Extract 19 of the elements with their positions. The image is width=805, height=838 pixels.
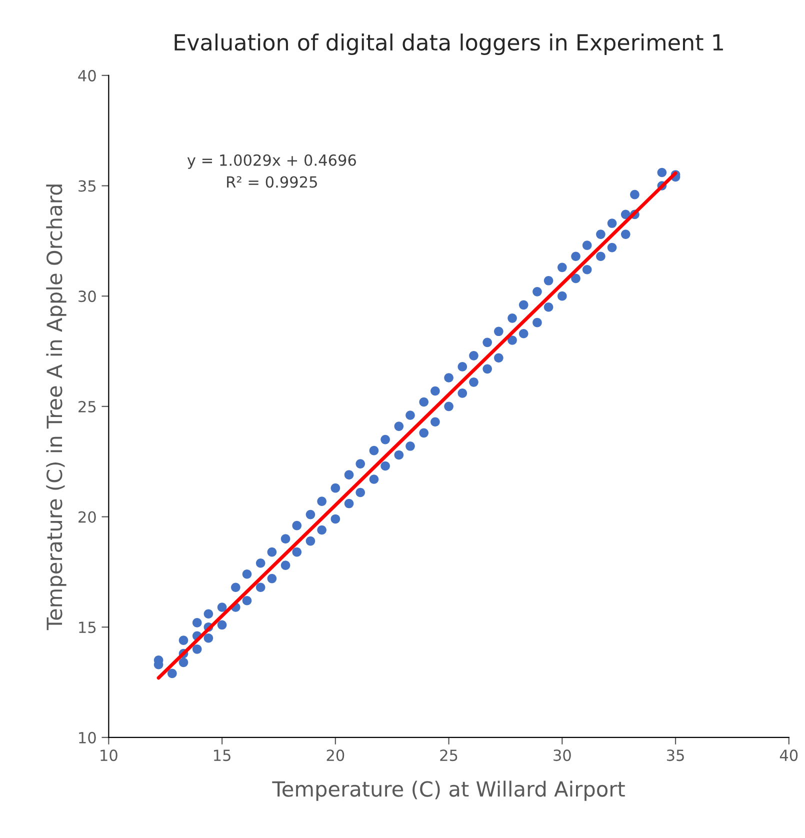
y-axis-title: Temperature (C) in Tree A in Apple Orchard — [46, 184, 66, 630]
x-tick-label: 10 — [100, 750, 118, 762]
annotation: y = 1.0029x + 0.4696 — [187, 154, 356, 169]
x-tick-label: 35 — [666, 750, 684, 762]
y-tick-label: 25 — [78, 400, 96, 412]
y-tick-label: 35 — [78, 180, 96, 192]
y-tick-label: 15 — [79, 622, 96, 634]
y-tick-label: 30 — [78, 290, 96, 302]
y-tick-label: 20 — [78, 511, 96, 523]
y-tick-label: 40 — [78, 70, 96, 82]
annotation: R² = 0.9925 — [227, 176, 317, 188]
y-tick-label: 10 — [79, 732, 96, 744]
x-tick-label: 20 — [326, 750, 344, 762]
x-axis-title: Temperature (C) at Willard Airport — [272, 780, 625, 801]
x-tick-label: 40 — [780, 750, 798, 762]
x-tick-label: 25 — [440, 750, 458, 762]
x-tick-label: 30 — [554, 750, 571, 762]
x-tick-label: 15 — [214, 750, 230, 762]
chart-title: Evaluation of digital data loggers in Experiment 1 — [174, 34, 723, 56]
